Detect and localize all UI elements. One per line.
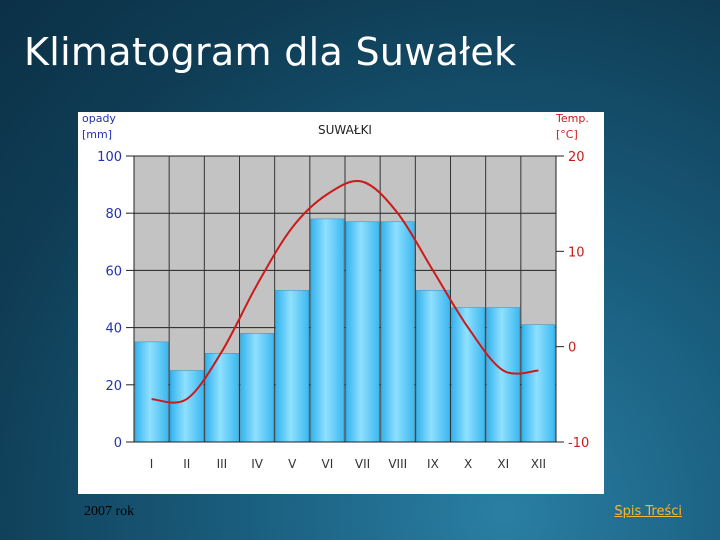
left-tick-label: 80: [105, 207, 122, 222]
precipitation-bar-VIII: [380, 221, 415, 443]
right-axis-ticks: -10 0 10 20: [555, 150, 589, 451]
precipitation-bar-I: [134, 341, 169, 443]
precipitation-bar-X: [451, 307, 485, 443]
right-tick-label: 10: [568, 245, 585, 260]
right-tick-label: 20: [568, 150, 585, 165]
month-label-II: II: [183, 457, 190, 471]
month-label-IX: IX: [427, 457, 439, 471]
right-axis-label-line1: Temp.: [555, 112, 589, 125]
left-tick-label: 40: [105, 322, 122, 337]
precipitation-bar-IX: [416, 290, 450, 443]
precipitation-bars: [134, 218, 556, 443]
month-tick-labels: I II III IV V VI VII VIII IX X XI XII: [134, 441, 556, 471]
chart-title: SUWAŁKI: [318, 123, 372, 137]
temperature-line-group: [151, 180, 539, 404]
month-label-VIII: VIII: [388, 457, 407, 471]
precipitation-bar-VII: [345, 221, 380, 443]
month-label-III: III: [217, 457, 228, 471]
left-tick-label: 60: [105, 264, 122, 279]
month-label-V: V: [288, 457, 297, 471]
left-axis-ticks: 0 20 40 60 80 100: [97, 150, 135, 451]
month-label-XI: XI: [497, 457, 509, 471]
month-label-XII: XII: [531, 457, 546, 471]
precipitation-bar-IV: [240, 333, 274, 443]
left-axis-label-line1: opady: [82, 112, 116, 125]
month-label-VI: VI: [322, 457, 334, 471]
right-tick-label: -10: [568, 436, 589, 451]
month-label-IV: IV: [251, 457, 264, 471]
precipitation-bar-II: [169, 370, 204, 443]
table-of-contents-link[interactable]: Spis Treści: [614, 504, 682, 519]
chart-panel: 0 20 40 60 80 100 -10 0 10 20 I II III IV V VI VII VIII…: [78, 112, 604, 494]
left-tick-label: 0: [114, 436, 122, 451]
left-axis-label-line2: [mm]: [82, 128, 112, 141]
precipitation-bar-VI: [310, 218, 345, 443]
precipitation-bar-XII: [521, 324, 556, 443]
month-label-X: X: [464, 457, 472, 471]
left-tick-label: 20: [105, 379, 122, 394]
right-axis-label-line2: [°C]: [556, 128, 578, 141]
precipitation-bar-XI: [486, 307, 521, 443]
right-tick-label: 0: [568, 341, 576, 356]
month-label-VII: VII: [355, 457, 370, 471]
footer-caption: 2007 rok: [84, 504, 135, 519]
left-tick-label: 100: [97, 150, 122, 165]
precipitation-bar-III: [205, 353, 239, 443]
month-label-I: I: [150, 457, 154, 471]
slide-title: Klimatogram dla Suwałek: [24, 30, 517, 74]
precipitation-bar-V: [275, 290, 310, 443]
